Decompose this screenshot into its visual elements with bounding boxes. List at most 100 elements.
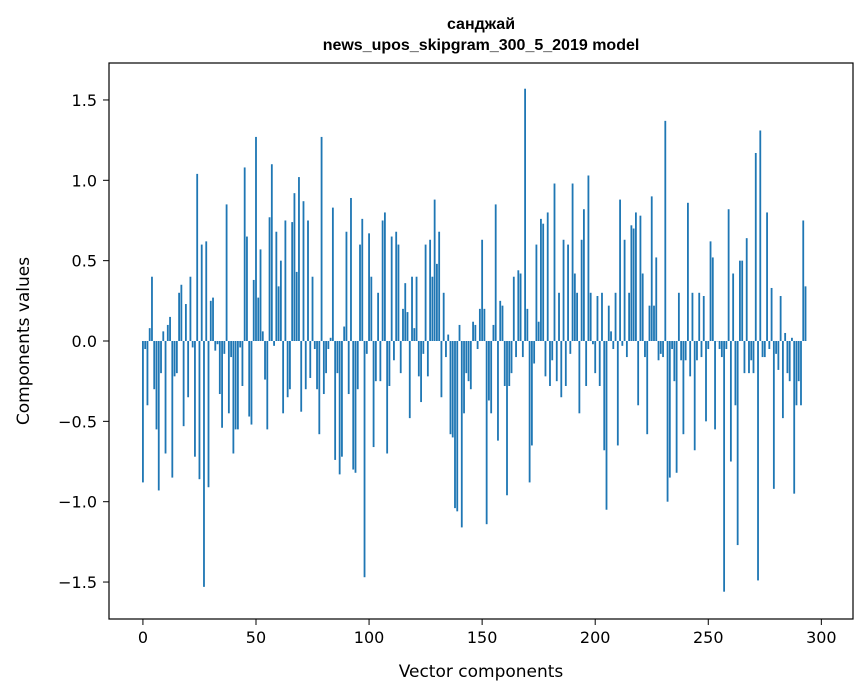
x-tick-label: 250 [693,628,724,647]
bar-158 [499,300,502,341]
bar-170 [526,308,529,341]
y-tick-label: 1.5 [72,91,97,110]
bar-97 [361,218,364,341]
bar-291 [800,341,802,406]
bar-179 [546,212,549,341]
bar-116 [404,283,407,341]
bar-272 [757,341,759,581]
bar-215 [628,292,631,341]
bar-159 [501,305,504,341]
bar-74 [309,341,312,378]
bar-211 [619,199,621,341]
bar-256 [720,341,723,358]
bar-132 [440,341,443,398]
bar-286 [788,341,791,382]
bar-128 [431,276,434,341]
bar-144 [467,341,470,382]
bar-150 [481,239,484,341]
bar-102 [372,341,375,448]
bar-268 [748,341,750,374]
bar-91 [347,341,350,395]
bar-23 [194,341,196,457]
bar-64 [286,341,289,398]
bar-96 [359,244,361,341]
bar-190 [571,183,574,341]
bar-237 [677,292,680,341]
bar-253 [714,341,716,430]
bar-270 [752,341,755,374]
x-tick-label: 200 [580,628,611,647]
bar-143 [465,341,468,374]
bar-163 [510,341,513,374]
bar-273 [759,130,762,341]
bar-79 [320,136,323,341]
bar-12 [169,316,171,341]
bar-164 [512,276,515,341]
bar-8 [160,341,162,374]
bar-166 [517,270,520,341]
bar-265 [741,260,744,341]
bar-182 [553,183,556,341]
bar-45 [243,167,246,341]
bar-124 [422,341,425,354]
bar-93 [352,341,355,470]
bar-262 [734,341,737,406]
bar-44 [241,341,244,386]
bar-276 [766,212,768,341]
bar-149 [478,308,481,341]
bar-239 [682,341,685,435]
bar-4 [151,276,153,341]
bar-126 [426,341,429,377]
bar-189 [569,341,572,354]
bar-198 [589,292,592,341]
bar-117 [406,312,409,341]
bar-38 [227,341,230,414]
bar-241 [687,202,689,341]
bar-42 [237,341,239,430]
bar-289 [795,341,798,406]
bar-98 [363,341,366,578]
bar-48 [250,341,253,425]
bar-225 [650,196,653,341]
bar-180 [549,341,551,386]
bar-203 [601,292,603,341]
bar-26 [200,244,203,341]
bar-125 [424,244,427,341]
bar-266 [743,341,746,374]
bar-139 [456,341,459,512]
bar-119 [411,276,413,341]
bar-88 [341,341,343,457]
bar-120 [413,328,416,341]
x-tick-label: 50 [246,628,266,647]
bar-229 [659,341,662,354]
bar-157 [497,341,499,441]
x-axis-ticks: 0 50 100 150 200 250 300 [138,619,837,647]
bar-76 [313,341,316,350]
bar-188 [567,244,569,341]
bar-260 [729,341,732,462]
bar-232 [666,341,669,502]
bar-62 [282,341,285,414]
bar-118 [408,341,411,419]
bar-160 [503,341,506,386]
bar-3 [148,328,151,341]
bar-83 [329,337,332,341]
bar-52 [259,249,262,341]
bar-100 [368,233,370,341]
bar-10 [164,341,167,454]
bar-134 [445,341,447,358]
bar-214 [625,341,628,358]
bar-2 [146,341,149,406]
x-axis-label: Vector components [399,662,564,682]
bar-51 [257,297,260,341]
bar-290 [797,341,800,382]
bar-107 [383,212,386,341]
bar-131 [438,231,441,341]
bar-218 [635,212,637,341]
bar-224 [648,305,651,341]
bar-142 [463,341,465,414]
bar-248 [702,296,705,341]
bar-191 [573,273,576,341]
bar-255 [718,341,721,350]
